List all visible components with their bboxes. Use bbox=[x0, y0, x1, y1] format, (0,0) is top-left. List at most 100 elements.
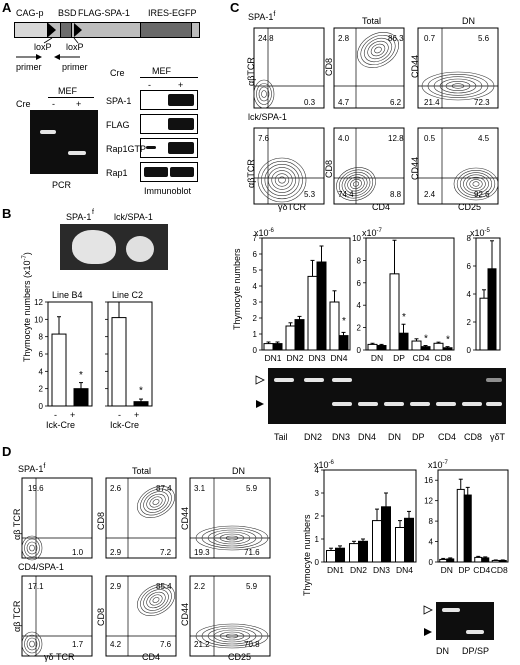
c-flow-dn-1-contour bbox=[439, 78, 477, 94]
c-flow-cd48-2-frame bbox=[333, 127, 405, 205]
d-row1-label: SPA-1f bbox=[18, 463, 46, 474]
c-flow-cd48-1-contour bbox=[363, 37, 393, 63]
c-q-5-ll: 74.4 bbox=[338, 190, 354, 199]
blot-lane-plus: + bbox=[178, 80, 184, 90]
d-q-2-ur: 87.4 bbox=[156, 484, 172, 493]
c-q-6-ul: 0.5 bbox=[424, 134, 436, 143]
d-flow-dn-2-contour bbox=[201, 625, 263, 647]
c-scale-1: x10-6 bbox=[254, 228, 274, 238]
c-dp-star: * bbox=[402, 312, 406, 323]
d-dn-xtick-label: DN1 bbox=[327, 565, 344, 575]
d-flow-cd48-1-contour bbox=[137, 485, 175, 519]
d-dn-ytick-label: 1 bbox=[315, 535, 320, 544]
photo-label-lck: lck/SPA-1 bbox=[114, 212, 153, 222]
d-xlabel-cd25: CD25 bbox=[228, 652, 252, 662]
pcr-lane-plus: + bbox=[76, 99, 82, 109]
primer-label-1: primer bbox=[16, 62, 42, 72]
d-dn-xtick-label: DN2 bbox=[350, 565, 367, 575]
b-line-b4-ytick-label: 8 bbox=[39, 333, 44, 342]
loxp-label-2: loxP bbox=[66, 42, 84, 52]
blot-row-rap1gtp: Rap1GTP bbox=[106, 144, 147, 154]
d-q-4-lr: 1.7 bbox=[72, 640, 84, 649]
c-dp-xtick-label: DN bbox=[371, 353, 383, 363]
d-q-6-ll: 21.2 bbox=[194, 640, 210, 649]
c-gel-lane-gdt: γδT bbox=[490, 432, 506, 442]
d-gel-lane-dpsp: DP/SP bbox=[462, 646, 490, 656]
blot-caption: Immunoblot bbox=[144, 186, 192, 196]
c-dp-xtick-label: DP bbox=[393, 353, 405, 363]
c-q-3-ll: 21.4 bbox=[424, 98, 440, 107]
panel-a-label: A bbox=[2, 0, 12, 15]
thymus-control bbox=[72, 230, 116, 264]
c-gel-lane-dn: DN bbox=[388, 432, 401, 442]
construct-flag-spa1: FLAG-SPA-1 bbox=[78, 8, 130, 18]
c-q-2-ul: 2.8 bbox=[338, 34, 350, 43]
b-xcaption-1: Ick-Cre bbox=[46, 420, 75, 430]
c-dp-ytick-label: 0 bbox=[357, 346, 362, 355]
b-lane-minus-2: - bbox=[118, 410, 121, 420]
b-lane-minus-1: - bbox=[54, 410, 57, 420]
d-row2-label: CD4/SPA-1 bbox=[18, 562, 64, 572]
c-dp-star: * bbox=[424, 333, 428, 344]
d-q-5-lr: 7.6 bbox=[160, 640, 172, 649]
d-flow-cd48-2-contour bbox=[140, 586, 172, 614]
c-q-1-lr: 0.3 bbox=[304, 98, 316, 107]
blot-cre-label: Cre bbox=[110, 68, 125, 78]
c-flow-dn-2-contour bbox=[472, 181, 480, 187]
c-gd-ytick-label: 4 bbox=[467, 290, 472, 299]
d-dp-xtick-label: CD4 bbox=[473, 565, 490, 575]
c-flow-tcr-2-contour bbox=[271, 170, 293, 190]
b-title-b4: Line B4 bbox=[52, 290, 83, 300]
d-flow-tcr-1-contour bbox=[29, 544, 35, 552]
pcr-cre-label: Cre bbox=[16, 99, 31, 109]
c-q-2-ll: 4.7 bbox=[338, 98, 350, 107]
d-dp-ytick-label: 8 bbox=[429, 517, 434, 526]
c-dn-ytick-label: 7 bbox=[253, 234, 258, 243]
c-gel-lane-dp: DP bbox=[412, 432, 425, 442]
c-dn-xtick-label: DN1 bbox=[264, 353, 281, 363]
d-flow-cd48-1-frame bbox=[105, 477, 177, 559]
d-flow-dn-1-contour bbox=[207, 529, 257, 547]
c-title-total: Total bbox=[362, 16, 382, 26]
b-line-b4-ytick-label: 2 bbox=[39, 385, 44, 394]
c-dn-ytick-label: 4 bbox=[253, 282, 258, 291]
c-flow-cd48-2-contour bbox=[341, 171, 371, 197]
d-q-5-ll: 4.2 bbox=[110, 640, 122, 649]
c-flow-cd48-2-contour bbox=[344, 174, 368, 194]
d-scale-2: x10-7 bbox=[428, 460, 448, 470]
c-flow-cd48-2-contour bbox=[350, 178, 362, 190]
c-gel-lane-dn4: DN4 bbox=[358, 432, 377, 442]
d-dp-xtick-label: DN bbox=[441, 565, 453, 575]
d-flow-tcr-1-frame bbox=[21, 477, 93, 559]
c-q-2-lr: 6.2 bbox=[390, 98, 402, 107]
c-dp-xtick-label: CD4 bbox=[412, 353, 429, 363]
d-flow-dn-2-contour bbox=[213, 629, 251, 643]
c-flow-tcr-1-frame bbox=[253, 27, 325, 109]
d-flow-tcr-2-contour bbox=[26, 637, 38, 651]
c-q-4-ul: 7.6 bbox=[258, 134, 270, 143]
d-flow-cd48-2-contour bbox=[143, 589, 169, 611]
thymus-photo bbox=[60, 224, 168, 270]
d-q-4-ul: 17.1 bbox=[28, 582, 44, 591]
c-dn-frame bbox=[261, 237, 351, 351]
c-flow-dn-2-contour bbox=[463, 174, 489, 194]
c-flow-tcr-2-contour bbox=[274, 173, 290, 187]
d-flow-cd48-1-contour bbox=[152, 499, 160, 505]
c-flow-tcr-2-contour bbox=[257, 157, 307, 203]
d-flow-dn-1-contour bbox=[219, 533, 245, 543]
d-flow-tcr-2-frame bbox=[21, 575, 93, 657]
d-flow-cd48-2-contour bbox=[146, 591, 166, 609]
d-flow-dn-1-frame bbox=[189, 477, 271, 559]
c-flow-tcr-2-contour bbox=[264, 163, 300, 197]
c-flow-dn-2-frame bbox=[417, 127, 499, 205]
c-gd-ytick-label: 6 bbox=[467, 262, 472, 271]
d-flow-tcr-2-contour bbox=[21, 631, 43, 657]
c-flow-dn-2-contour bbox=[466, 176, 486, 192]
d-flow-dn-2-frame bbox=[189, 575, 271, 657]
c-flow-dn-2-contour bbox=[453, 167, 499, 201]
d-flow-tcr-1-contour bbox=[24, 538, 40, 558]
d-q-6-lr: 70.8 bbox=[244, 640, 260, 649]
